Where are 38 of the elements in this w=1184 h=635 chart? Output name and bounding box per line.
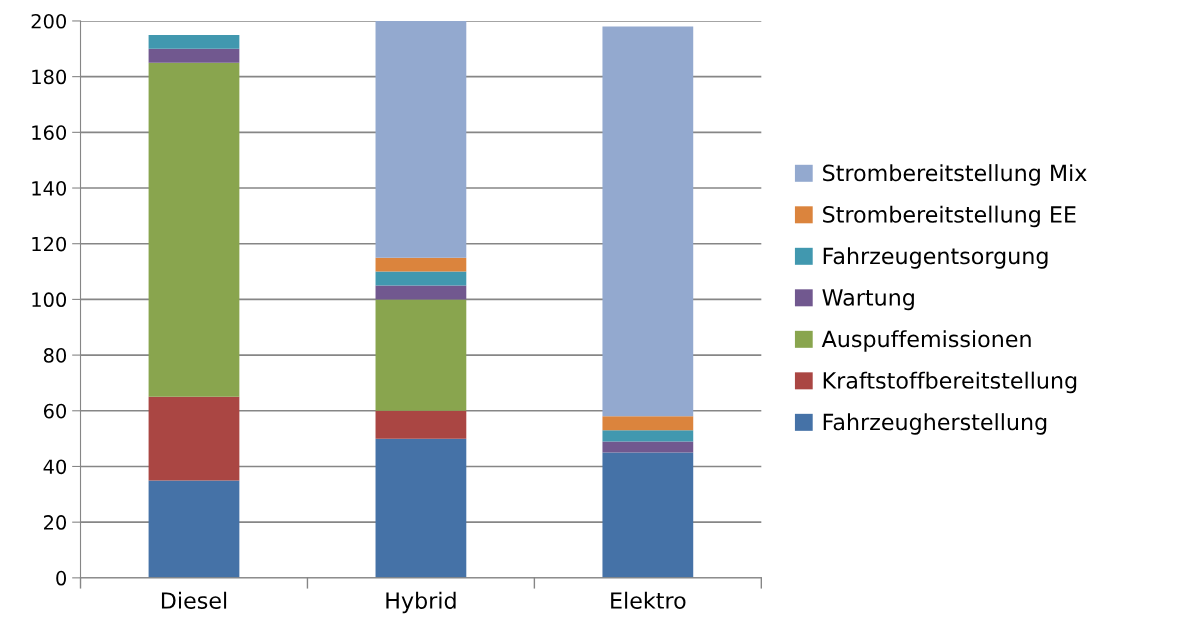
legend-label: Fahrzeugherstellung <box>823 413 1047 435</box>
bar <box>375 299 467 411</box>
legend-label: Strombereitstellung EE <box>823 205 1076 228</box>
bar <box>602 430 694 442</box>
y-tick-label: 200 <box>31 13 67 29</box>
bar <box>375 410 467 439</box>
legend-label: Fahrzeugentsorgung <box>823 247 1048 269</box>
bar <box>375 438 467 578</box>
y-tick-label: 180 <box>32 69 67 85</box>
legend-label: Kraftstoffbereitstellung <box>823 371 1077 394</box>
y-tick-label: 40 <box>43 459 67 475</box>
bar <box>602 441 694 453</box>
y-tick-label: 140 <box>32 180 67 196</box>
y-tick-label: 0 <box>56 570 67 586</box>
bar <box>375 257 467 272</box>
y-tick-label: 160 <box>32 125 67 140</box>
bar <box>375 285 467 300</box>
bar <box>148 480 240 578</box>
bar <box>602 416 694 431</box>
bar <box>375 20 467 258</box>
x-tick-label: Diesel <box>161 591 227 609</box>
bar <box>602 452 694 578</box>
legend-label: Wartung <box>822 289 914 311</box>
bar <box>148 34 240 49</box>
y-tick-label: 60 <box>43 403 67 419</box>
y-tick-label: 80 <box>43 348 67 363</box>
bar <box>375 271 467 286</box>
x-tick-label: Hybrid <box>386 591 456 614</box>
legend-label: Auspuffemissionen <box>821 330 1031 352</box>
y-tick-label: 120 <box>32 236 67 252</box>
x-tick-label: Elektro <box>611 591 686 609</box>
y-tick-label: 20 <box>44 515 67 530</box>
y-tick-label: 100 <box>32 292 67 308</box>
legend-label: Strombereitstellung Mix <box>823 164 1087 186</box>
bar <box>148 62 240 397</box>
bar <box>148 396 240 481</box>
bar <box>148 48 240 63</box>
bar <box>602 26 694 417</box>
